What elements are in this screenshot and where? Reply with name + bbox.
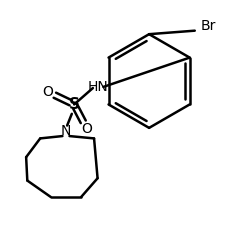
Text: S: S (69, 97, 80, 112)
Text: Br: Br (201, 19, 216, 33)
Text: O: O (42, 85, 53, 99)
Text: N: N (61, 124, 71, 138)
Text: HN: HN (87, 80, 108, 94)
Text: O: O (82, 122, 92, 136)
